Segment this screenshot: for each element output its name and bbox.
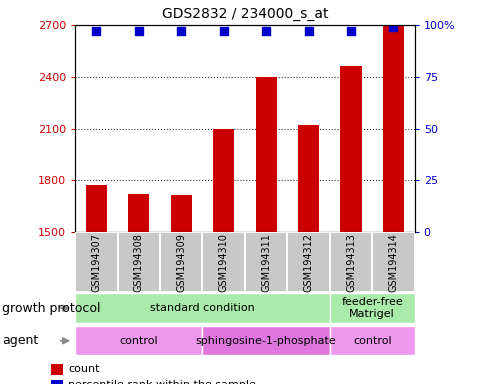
Text: GSM194309: GSM194309 [176, 233, 186, 291]
Bar [382, 25, 403, 232]
Bar [202, 232, 244, 292]
Bar [170, 195, 192, 232]
Text: GSM194308: GSM194308 [134, 233, 144, 291]
Bar [128, 194, 149, 232]
Bar [340, 66, 361, 232]
Bar [51, 380, 62, 384]
Text: GSM194311: GSM194311 [260, 233, 271, 291]
Text: percentile rank within the sample: percentile rank within the sample [68, 380, 256, 384]
Title: GDS2832 / 234000_s_at: GDS2832 / 234000_s_at [161, 7, 328, 21]
Bar [117, 232, 160, 292]
Bar [372, 232, 414, 292]
Text: GSM194307: GSM194307 [91, 233, 101, 291]
Point [262, 28, 270, 34]
Bar [329, 326, 414, 356]
Text: GSM194313: GSM194313 [345, 233, 355, 291]
Point [135, 28, 142, 34]
Text: control: control [119, 336, 158, 346]
Text: feeder-free
Matrigel: feeder-free Matrigel [341, 297, 402, 319]
Bar [329, 293, 414, 323]
Text: count: count [68, 364, 100, 374]
Text: control: control [352, 336, 391, 346]
Text: sphingosine-1-phosphate: sphingosine-1-phosphate [196, 336, 336, 346]
Bar [86, 185, 107, 232]
Text: GSM194312: GSM194312 [303, 233, 313, 291]
Bar [75, 293, 329, 323]
Point [219, 28, 227, 34]
Text: GSM194314: GSM194314 [388, 233, 398, 291]
Point [304, 28, 312, 34]
Bar [287, 232, 329, 292]
Bar [75, 326, 202, 356]
Bar [297, 125, 318, 232]
Point [177, 28, 185, 34]
Text: agent: agent [2, 334, 39, 347]
Point [92, 28, 100, 34]
Bar [329, 232, 372, 292]
Point [389, 24, 396, 30]
Text: standard condition: standard condition [150, 303, 254, 313]
Bar [202, 326, 329, 356]
Bar [51, 364, 62, 374]
Bar [255, 77, 276, 232]
Bar [244, 232, 287, 292]
Bar [75, 232, 117, 292]
Text: GSM194310: GSM194310 [218, 233, 228, 291]
Text: growth protocol: growth protocol [2, 302, 101, 314]
Bar [212, 129, 234, 232]
Point [347, 28, 354, 34]
Bar [160, 232, 202, 292]
